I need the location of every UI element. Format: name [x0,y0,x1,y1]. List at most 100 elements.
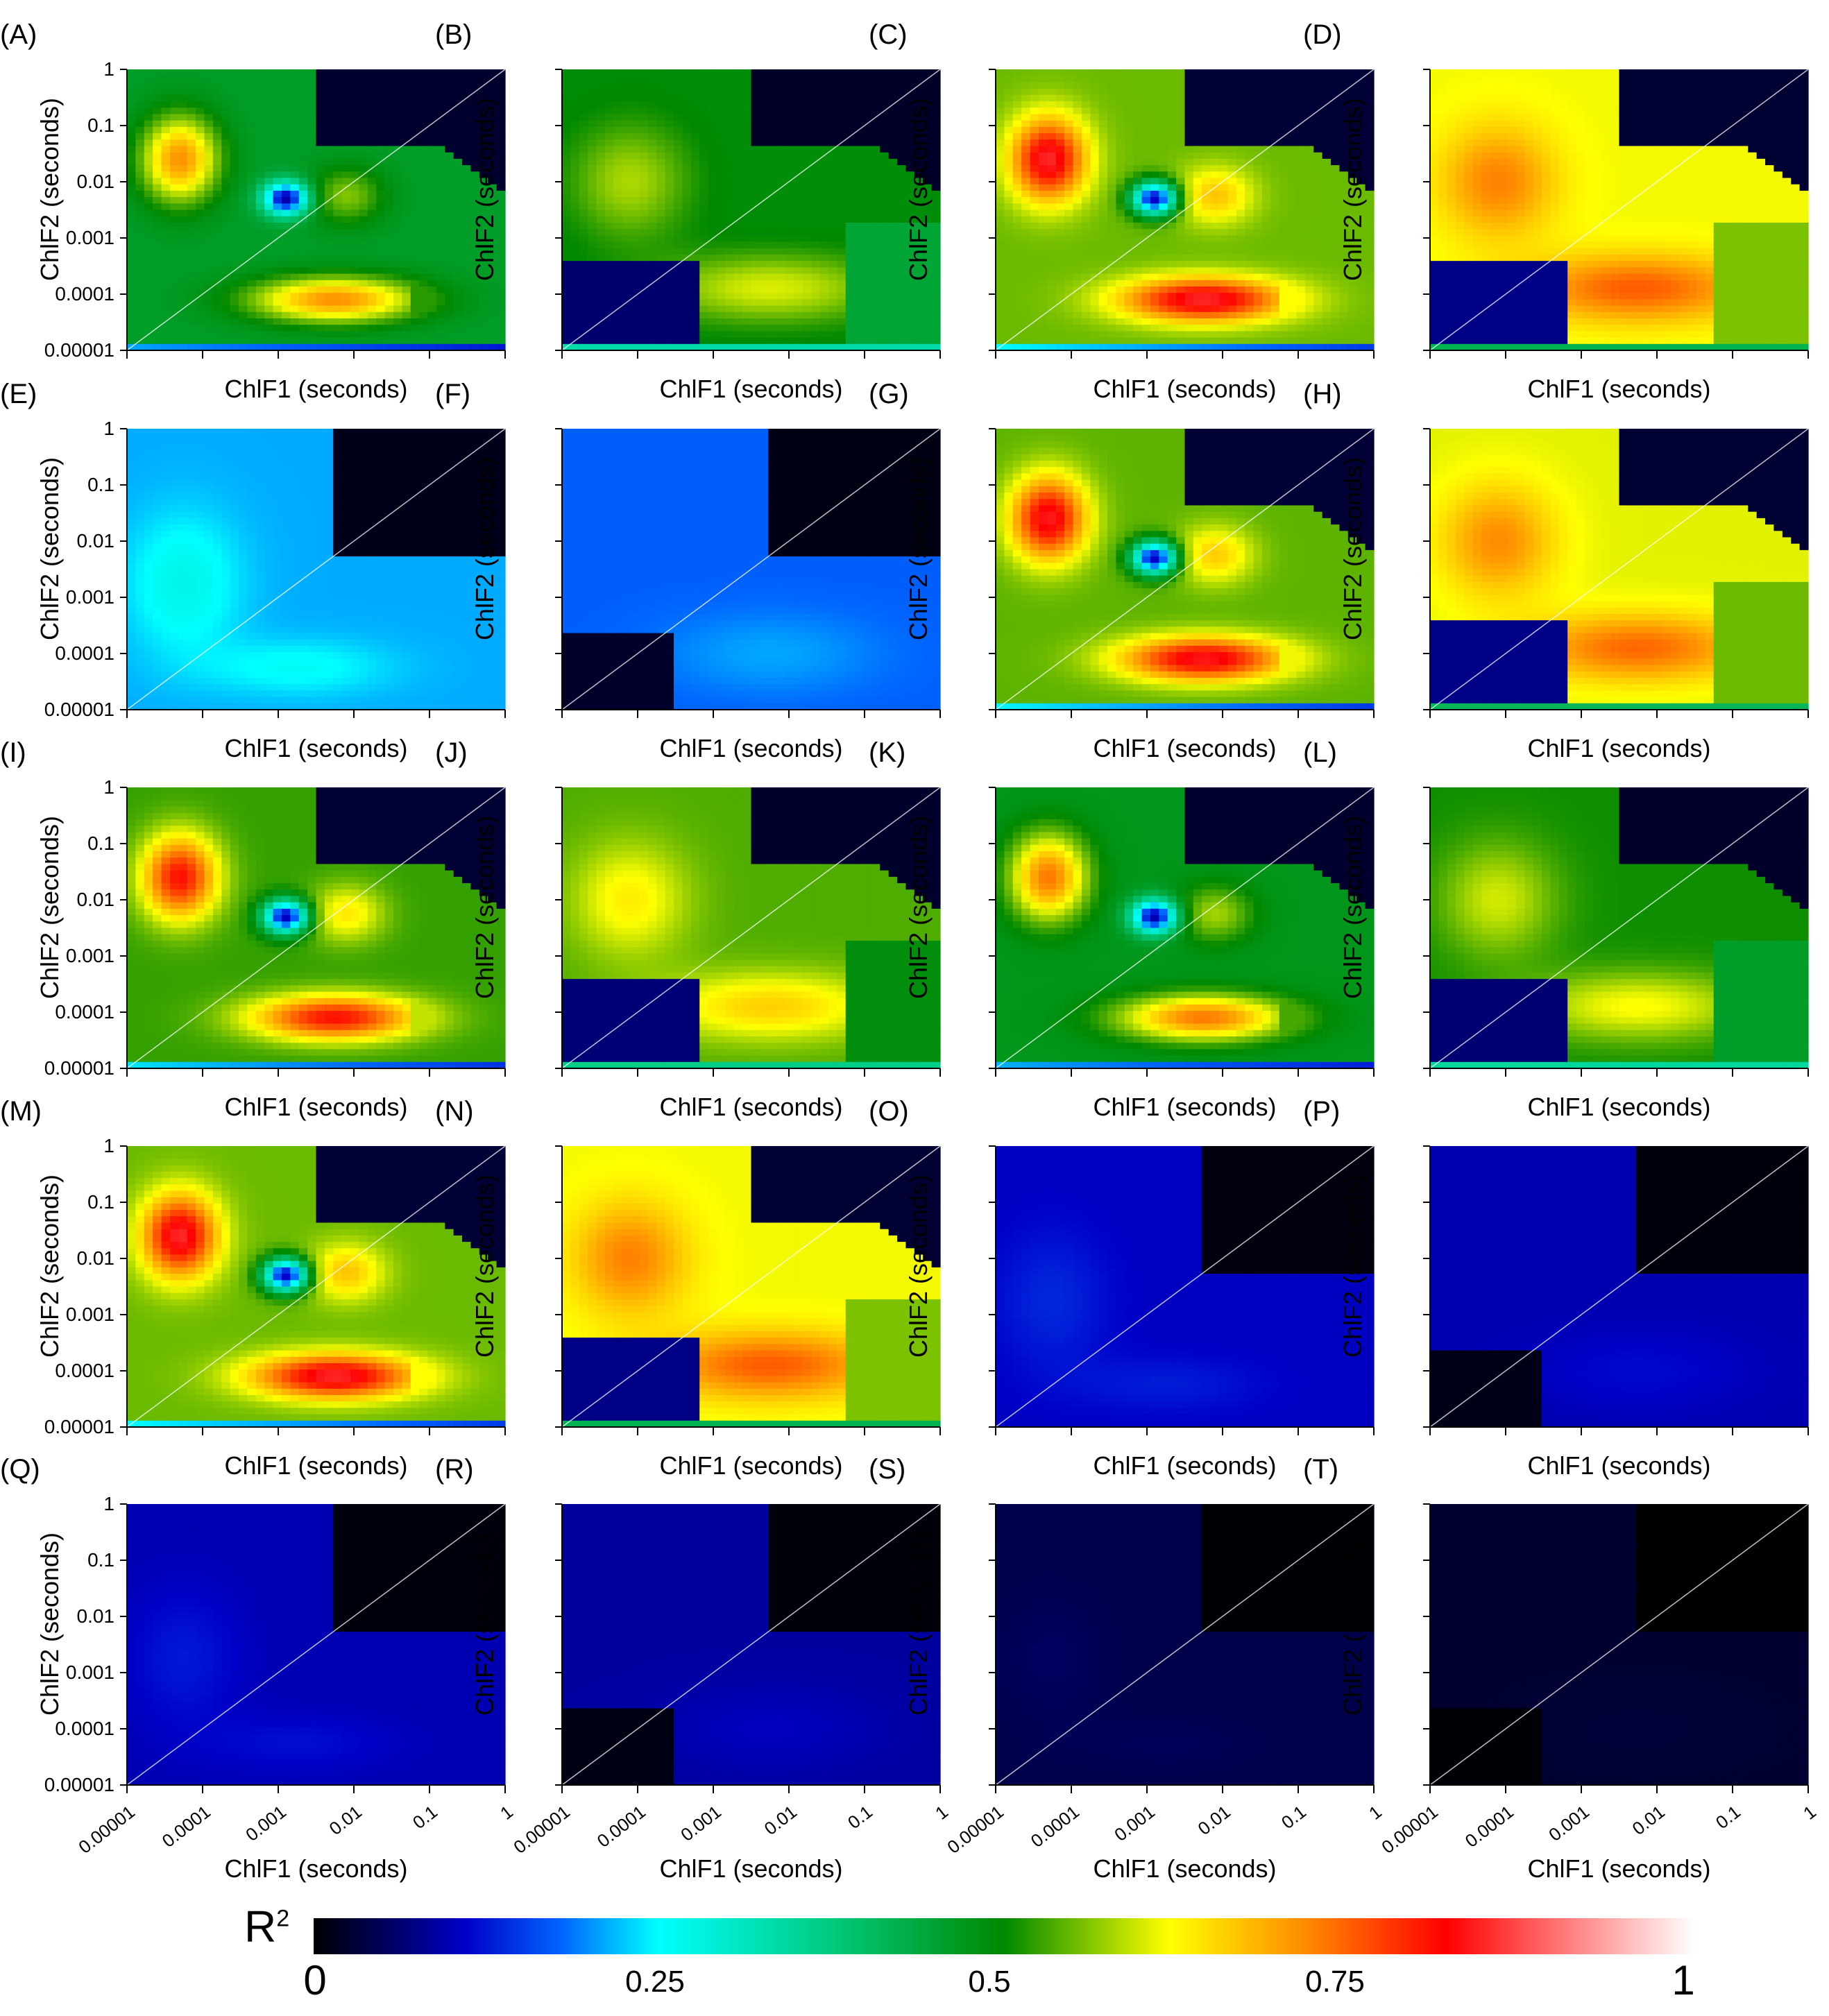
heatmap-cell [1193,216,1202,223]
heatmap-cell [178,280,188,287]
heatmap-cell [1081,108,1091,115]
heatmap-cell [708,241,717,249]
heatmap-cell [1150,88,1159,96]
heatmap-cell [631,165,640,172]
heatmap-cell [639,222,649,230]
heatmap-cell [588,229,597,236]
heatmap-cell [333,126,343,134]
heatmap-cell [914,94,924,102]
heatmap-cell [811,76,821,83]
heatmap-cell [562,293,571,300]
heatmap-cell [837,88,847,96]
heatmap-cell [1141,203,1151,211]
heatmap-cell [1107,210,1117,217]
heatmap-cell [127,254,136,262]
heatmap-cell [682,343,692,351]
heatmap-cell [647,76,657,83]
heatmap-cell [1047,337,1057,345]
heatmap-cell [402,76,411,83]
heatmap-cell [1107,235,1117,243]
heatmap-cell [462,305,472,313]
heatmap-cell [445,229,454,236]
heatmap-cell [419,158,429,166]
heatmap-cell [1116,88,1125,96]
heatmap-cell [854,311,864,319]
heatmap-cell [1184,267,1194,275]
heatmap-cell [562,325,571,332]
heatmap-cell [187,273,196,281]
heatmap-cell [410,318,420,325]
heatmap-cell [716,108,726,115]
heatmap-cell [674,76,683,83]
heatmap-cell [862,126,872,134]
heatmap-cell [639,152,649,160]
heatmap-cell [931,184,941,191]
heatmap-cell [230,203,239,211]
heatmap-cell [298,76,308,83]
heatmap-cell [350,94,360,102]
heatmap-cell [682,311,692,319]
heatmap-cell [479,76,488,83]
heatmap-cell [880,203,890,211]
heatmap-cell [716,76,726,83]
heatmap-cell [281,133,291,140]
heatmap-cell [1038,241,1048,249]
heatmap-cell [604,203,614,211]
heatmap-cell [588,133,597,140]
heatmap-cell [888,76,898,83]
heatmap-cell [854,318,864,325]
heatmap-cell [307,248,317,255]
heatmap-cell [854,178,864,185]
heatmap-cell [1107,286,1117,293]
heatmap-cell [871,69,881,76]
heatmap-cell [1090,267,1100,275]
heatmap-cell [699,184,709,191]
heatmap-cell [888,241,898,249]
heatmap-cell [897,165,907,172]
heatmap-cell [794,331,803,339]
heatmap-cell [470,254,480,262]
heatmap-cell [905,280,915,287]
heatmap-cell [596,254,606,262]
heatmap-cell [794,325,803,332]
heatmap-cell [290,343,300,351]
heatmap-cell [1021,114,1031,121]
heatmap-cell [708,94,717,102]
heatmap-cell [665,325,674,332]
heatmap-cell [255,203,265,211]
heatmap-cell [135,165,145,172]
heatmap-cell [1184,108,1194,115]
heatmap-cell [1038,248,1048,255]
heatmap-cell [828,69,837,76]
heatmap-cell [682,331,692,339]
heatmap-cell [699,120,709,128]
heatmap-cell [570,216,580,223]
heatmap-cell [880,197,890,204]
heatmap-cell [1038,261,1048,268]
heatmap-cell [255,133,265,140]
heatmap-cell [579,139,588,147]
heatmap-cell [1012,88,1022,96]
heatmap-cell [307,286,317,293]
heatmap-cell [871,94,881,102]
heatmap-cell [153,133,162,140]
heatmap-cell [725,158,735,166]
heatmap-cell [273,331,282,339]
heatmap-cell [613,94,623,102]
heatmap-cell [178,133,188,140]
heatmap-cell [153,94,162,102]
heatmap-cell [419,273,429,281]
heatmap-cell [341,139,351,147]
heatmap-cell [1047,190,1057,198]
heatmap-cell [324,101,334,108]
heatmap-cell [733,165,743,172]
heatmap-cell [562,114,571,121]
heatmap-cell [647,82,657,89]
heatmap-cell [127,318,136,325]
heatmap-cell [153,273,162,281]
heatmap-cell [604,280,614,287]
heatmap-cell [255,165,265,172]
heatmap-cell [393,76,402,83]
heatmap-cell [307,76,317,83]
heatmap-cell [436,184,445,191]
